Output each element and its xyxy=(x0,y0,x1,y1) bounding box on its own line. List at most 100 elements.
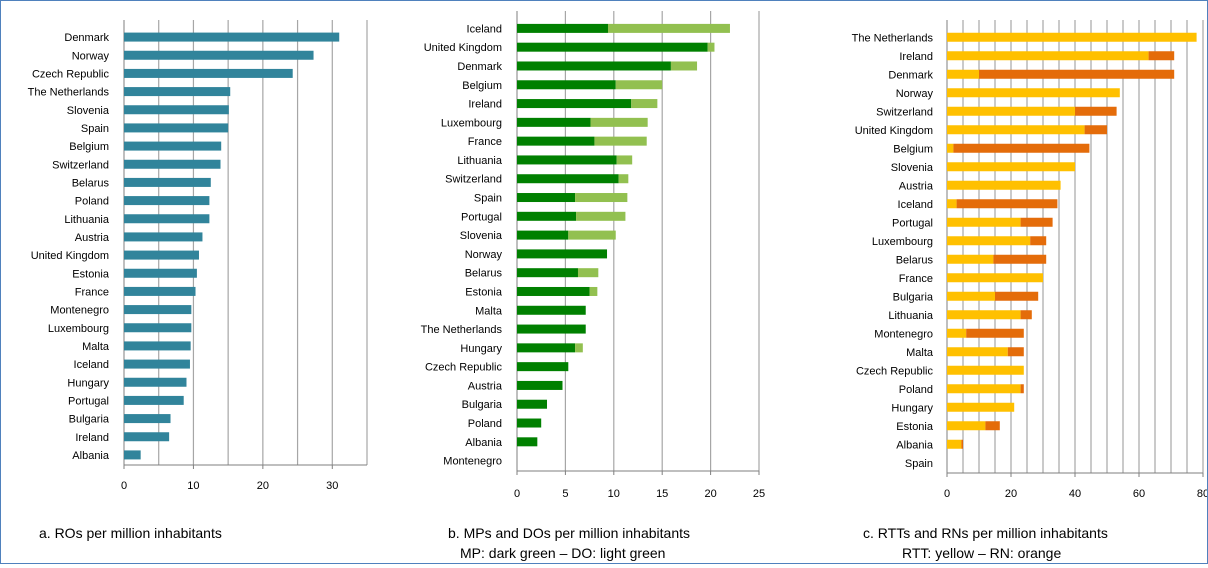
x-tick-label: 10 xyxy=(608,488,620,500)
category-label: Albania xyxy=(465,437,503,449)
bar-mp xyxy=(517,268,578,278)
bar-rtt xyxy=(947,310,1021,320)
bar-rn xyxy=(985,421,1000,431)
x-tick-label: 0 xyxy=(121,480,127,492)
bar-mp xyxy=(517,437,538,447)
bar-value xyxy=(124,268,197,278)
caption-b-legend: MP: dark green – DO: light green xyxy=(460,545,665,561)
category-label: Montenegro xyxy=(443,456,502,468)
bar-rtt xyxy=(947,291,995,301)
bar-do xyxy=(616,155,633,165)
bar-do xyxy=(576,211,626,221)
x-tick-label: 20 xyxy=(704,488,716,500)
bar-rn xyxy=(993,254,1047,264)
category-label: Iceland xyxy=(898,199,933,211)
category-label: Hungary xyxy=(67,377,109,389)
category-label: Austria xyxy=(468,380,503,392)
bar-mp xyxy=(517,305,586,315)
category-label: Norway xyxy=(72,50,110,62)
bar-mp xyxy=(517,343,576,353)
bar-mp xyxy=(517,324,586,334)
x-tick-label: 40 xyxy=(1069,488,1081,500)
category-label: Bulgaria xyxy=(893,291,934,303)
category-label: Bulgaria xyxy=(69,414,110,426)
bar-rn xyxy=(1148,51,1175,61)
bar-rn xyxy=(979,69,1175,79)
bar-value xyxy=(124,432,170,442)
bar-mp xyxy=(517,230,569,240)
category-label: Iceland xyxy=(467,23,502,35)
bar-do xyxy=(615,80,663,90)
bar-value xyxy=(124,414,171,424)
category-label: Switzerland xyxy=(52,159,109,171)
bar-value xyxy=(124,68,293,78)
bar-rn xyxy=(953,143,1090,153)
bar-mp xyxy=(517,249,608,259)
bar-value xyxy=(124,177,211,187)
category-label: Luxembourg xyxy=(48,323,109,335)
category-label: Czech Republic xyxy=(32,68,110,80)
category-label: Lithuania xyxy=(888,310,934,322)
category-label: Belarus xyxy=(465,268,503,280)
category-label: Czech Republic xyxy=(425,362,503,374)
bar-rn xyxy=(1030,236,1047,246)
bar-rn xyxy=(1084,125,1107,135)
bar-mp xyxy=(517,362,569,372)
category-label: Spain xyxy=(474,193,502,205)
category-label: Norway xyxy=(896,88,934,100)
category-label: Montenegro xyxy=(874,328,933,340)
category-label: Hungary xyxy=(460,343,502,355)
bar-do xyxy=(670,61,698,71)
category-label: Lithuania xyxy=(64,214,110,226)
bar-rn xyxy=(1007,347,1024,357)
bar-do xyxy=(589,286,598,296)
category-label: Austria xyxy=(899,180,934,192)
bar-rtt xyxy=(947,236,1031,246)
bar-mp xyxy=(517,61,671,71)
category-label: Portugal xyxy=(461,211,502,223)
bar-value xyxy=(124,341,191,351)
bar-rtt xyxy=(947,254,994,264)
bar-rtt xyxy=(947,347,1008,357)
x-tick-label: 20 xyxy=(1005,488,1017,500)
category-label: Estonia xyxy=(72,268,110,280)
bar-value xyxy=(124,105,229,115)
category-label: Poland xyxy=(468,418,502,430)
bar-do xyxy=(631,99,658,109)
category-label: Ireland xyxy=(899,51,933,63)
category-label: Hungary xyxy=(891,402,933,414)
bar-do xyxy=(594,136,647,146)
bar-rn xyxy=(1020,217,1053,227)
category-label: Estonia xyxy=(465,286,503,298)
category-label: Albania xyxy=(72,450,110,462)
bar-mp xyxy=(517,418,542,428)
bar-value xyxy=(124,395,184,405)
category-label: Czech Republic xyxy=(856,365,934,377)
x-tick-label: 20 xyxy=(257,480,269,492)
category-label: Belgium xyxy=(462,80,502,92)
bar-rtt xyxy=(947,162,1075,172)
x-tick-label: 60 xyxy=(1133,488,1145,500)
category-label: Malta xyxy=(475,305,503,317)
bar-rtt xyxy=(947,199,957,209)
category-label: Ireland xyxy=(468,99,502,111)
category-label: Portugal xyxy=(68,395,109,407)
bar-mp xyxy=(517,174,619,184)
bar-rtt xyxy=(947,51,1149,61)
x-tick-label: 15 xyxy=(656,488,668,500)
bar-rtt xyxy=(947,402,1015,412)
category-label: Belarus xyxy=(72,177,110,189)
bar-rtt xyxy=(947,217,1021,227)
x-tick-label: 80 xyxy=(1197,488,1207,500)
category-label: Bulgaria xyxy=(462,399,503,411)
caption-b: b. MPs and DOs per million inhabitants xyxy=(448,525,690,541)
category-label: Austria xyxy=(75,232,110,244)
bar-value xyxy=(124,286,196,296)
x-tick-label: 0 xyxy=(944,488,950,500)
category-label: Albania xyxy=(896,439,934,451)
category-label: Malta xyxy=(82,341,110,353)
x-tick-label: 25 xyxy=(753,488,765,500)
category-label: Spain xyxy=(905,458,933,470)
category-label: Slovenia xyxy=(67,105,110,117)
